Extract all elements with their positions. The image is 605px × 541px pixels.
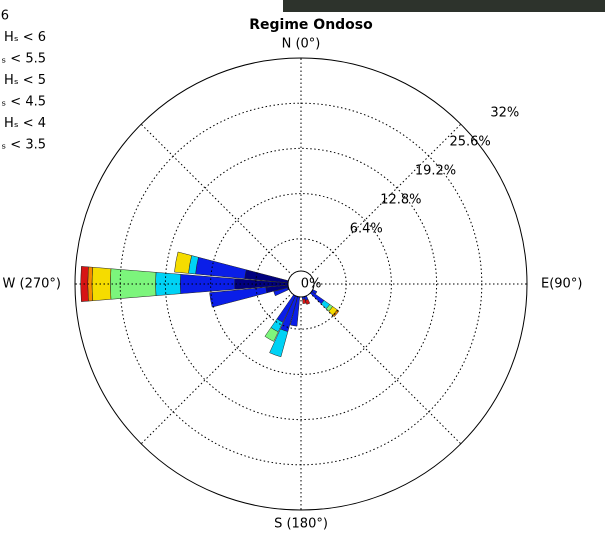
theta-tick-label: W (270°) — [3, 277, 61, 292]
bar-segment — [174, 251, 192, 274]
bar-segment — [209, 287, 268, 308]
outer-ring — [74, 57, 528, 511]
grid-ring — [210, 193, 392, 375]
bar-segment — [269, 328, 289, 358]
bar-segment — [264, 327, 279, 342]
grid-spoke — [140, 283, 302, 445]
r-tick-label: 6.4% — [350, 222, 383, 237]
grid-spoke — [300, 123, 462, 285]
bar-segment — [195, 256, 247, 279]
grid-spoke — [140, 123, 302, 285]
theta-tick-label: S (180°) — [274, 517, 328, 532]
legend-label: Hₛ < 6 — [4, 30, 46, 45]
r-tick-label: 19.2% — [415, 164, 456, 179]
bar-segment — [273, 287, 289, 297]
r-tick-label: 32% — [490, 106, 519, 121]
bar-segment — [110, 268, 157, 300]
r-tick-label: 0% — [301, 277, 322, 292]
legend-label: Hₛ < 5.5 — [0, 52, 46, 67]
bar-segment — [305, 299, 311, 305]
theta-tick-label: E(90°) — [541, 277, 582, 292]
legend-label: Hₛ < 4 — [4, 116, 46, 131]
center-circle — [287, 270, 315, 298]
grid-ring — [164, 147, 438, 421]
legend-label: Hₛ < 4.5 — [0, 95, 46, 110]
chart-title: Regime Ondoso — [249, 17, 373, 33]
background-photo — [283, 0, 605, 12]
legend-label: Hₛ < 5 — [4, 73, 46, 88]
legend-label: 6 — [1, 9, 9, 24]
grid-spoke — [300, 283, 462, 445]
bar-segment — [302, 298, 307, 304]
legend-label: Hₛ < 3.5 — [0, 138, 46, 153]
r-tick-label: 25.6% — [449, 135, 490, 150]
theta-tick-label: N (0°) — [282, 37, 321, 52]
r-tick-label: 12.8% — [380, 193, 421, 208]
